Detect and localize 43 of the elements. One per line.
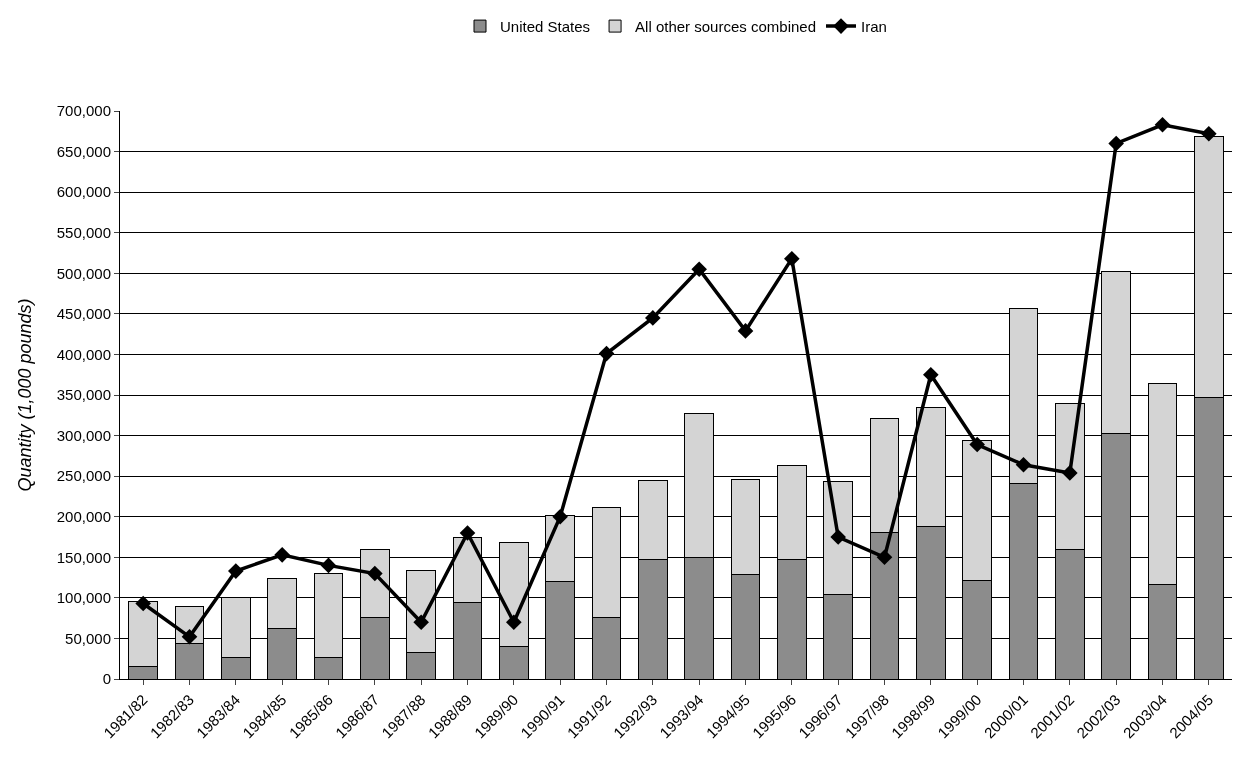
y-tick-label: 50,000 [65,629,111,647]
point [552,508,568,525]
legend-label: Iran [861,17,887,35]
point [1015,456,1032,473]
y-tick-label: 550,000 [56,223,111,241]
point [1154,116,1171,133]
y-tick-label: 400,000 [56,345,111,363]
point [1108,135,1124,152]
y-tick-label: 600,000 [56,183,111,201]
point [876,549,893,566]
y-tick-label: 500,000 [56,264,111,282]
y-tick-label: 250,000 [56,467,111,485]
y-tick-label: 650,000 [56,142,111,160]
y-tick-label: 350,000 [56,386,111,404]
point [459,525,476,541]
legend-label: United States [500,17,591,35]
y-tick-label: 100,000 [56,589,111,607]
point [367,565,383,582]
y-tick-label: 0 [102,670,111,688]
point [645,310,661,326]
point [1201,125,1217,142]
point [923,366,939,383]
point [1062,465,1078,481]
point [830,529,846,545]
y-tick-label: 450,000 [56,305,111,323]
point [228,563,244,579]
point [320,557,337,574]
point [135,595,151,612]
point [413,614,429,630]
point [691,261,707,278]
point [969,436,985,453]
legend-label: All other sources combined [635,17,816,35]
point [737,323,754,339]
y-tick-label: 300,000 [56,426,111,444]
point [598,345,615,362]
y-axis-title: Quantity (1,000 pounds) [14,298,35,492]
y-tick-label: 700,000 [56,102,111,120]
point [181,629,198,645]
point [784,250,800,267]
point [274,547,290,563]
y-tick-label: 200,000 [56,507,111,525]
y-tick-label: 150,000 [56,548,111,566]
point [506,614,522,630]
